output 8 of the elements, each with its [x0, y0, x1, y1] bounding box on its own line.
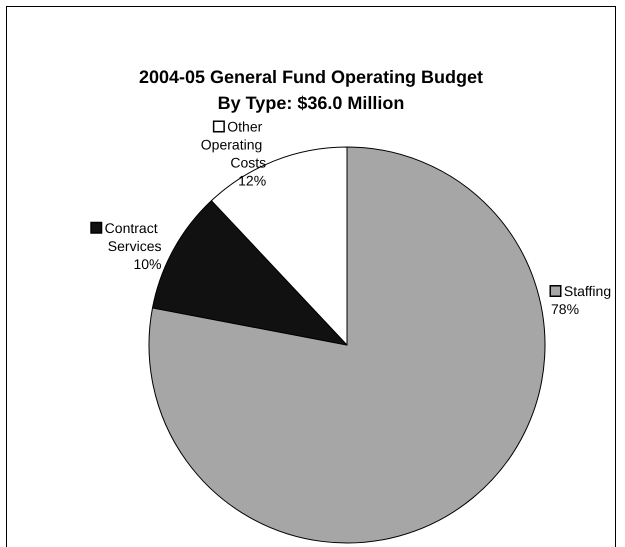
chart-title: 2004-05 General Fund Operating Budget	[138, 67, 484, 87]
chart-subtitle: By Type: $36.0 Million	[218, 93, 404, 113]
legend-label: Other Operating Costs	[200, 118, 266, 170]
data-label: 10%	[133, 256, 162, 272]
legend-label: Staffing	[560, 283, 612, 299]
data-label: 78%	[551, 301, 580, 317]
data-label: 12%	[238, 172, 266, 188]
legend-label: Contract Services	[100, 220, 162, 254]
